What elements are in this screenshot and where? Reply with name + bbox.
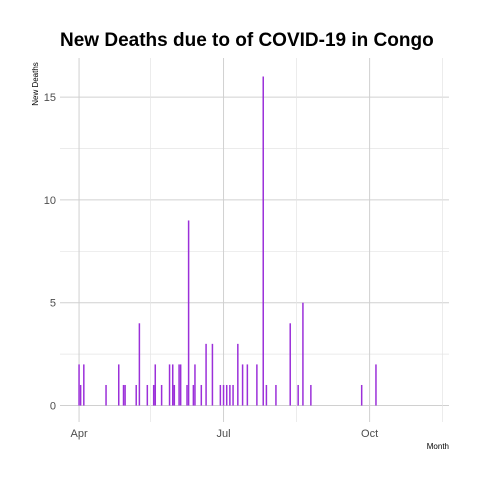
bar: [205, 343, 207, 406]
bar: [179, 364, 182, 406]
bar: [105, 384, 107, 406]
grid: [60, 58, 449, 422]
x-tick-label: Jul: [217, 428, 231, 440]
x-tick-label: Oct: [361, 428, 378, 440]
y-tick-label: 10: [44, 195, 56, 207]
y-tick-label: 5: [50, 298, 56, 310]
bar: [117, 364, 120, 406]
x-ticks: Apr Jul Oct: [70, 428, 378, 440]
bar: [135, 384, 137, 406]
bar: [262, 76, 264, 406]
bar: [289, 323, 291, 406]
bar: [241, 364, 244, 406]
bar: [360, 384, 363, 406]
bar: [178, 364, 180, 406]
bar: [219, 384, 222, 406]
x-axis-label: Month: [427, 442, 449, 451]
bar: [146, 384, 149, 406]
bar: [194, 364, 196, 406]
bar: [138, 323, 141, 406]
bar: [171, 364, 174, 406]
bar: [122, 384, 125, 406]
bar: [229, 384, 231, 406]
bar: [211, 343, 214, 406]
bar: [173, 384, 176, 406]
bar: [83, 364, 85, 406]
bar: [187, 220, 190, 406]
bar: [186, 384, 188, 406]
bar: [124, 384, 126, 406]
bar: [152, 384, 155, 406]
y-axis-label: New Deaths: [31, 62, 40, 106]
y-ticks: 0 5 10 15: [44, 92, 56, 412]
chart-title: New Deaths due to of COVID-19 in Congo: [60, 30, 434, 51]
bar: [310, 384, 312, 406]
bar: [168, 364, 171, 406]
bar: [256, 364, 258, 406]
x-tick-label: Apr: [70, 428, 87, 440]
bar: [200, 384, 203, 406]
bar: [154, 364, 157, 406]
bar: [375, 364, 377, 406]
bar: [222, 384, 225, 406]
bar: [297, 384, 299, 406]
bar: [275, 384, 277, 406]
bar: [192, 384, 195, 406]
bar: [265, 384, 268, 406]
bar: [237, 343, 239, 406]
bars: [78, 76, 377, 406]
bar: [78, 364, 80, 406]
bar: [79, 384, 82, 406]
bar: [225, 384, 228, 406]
bar: [160, 384, 163, 406]
y-tick-label: 0: [50, 401, 56, 413]
bar: [246, 364, 249, 406]
bar: [302, 302, 304, 406]
bar: [232, 384, 234, 406]
y-tick-label: 15: [44, 92, 56, 104]
